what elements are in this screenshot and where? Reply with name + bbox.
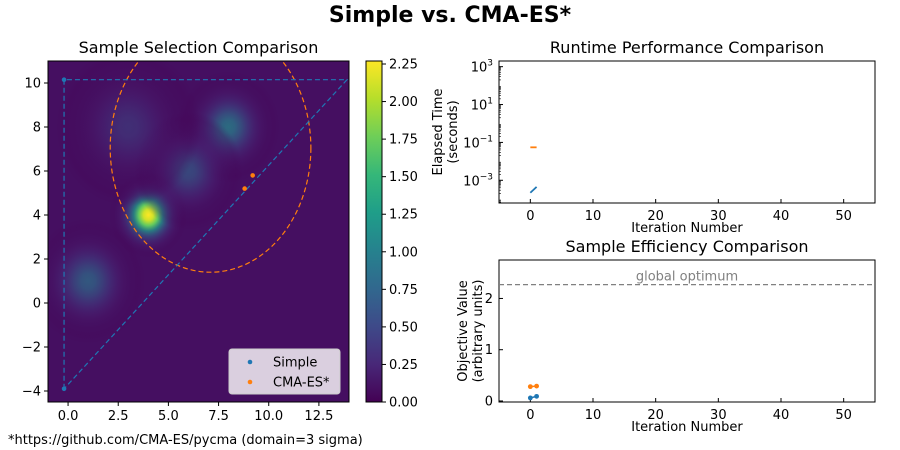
runtime-x-tick-label: 50 (835, 209, 852, 224)
tick-base: 10 (463, 136, 480, 151)
colorbar-tick-label: 1.50 (389, 170, 418, 185)
heatmap-y-tick-label: −2 (22, 341, 41, 356)
figure-title: Simple vs. CMA-ES* (328, 3, 572, 28)
colorbar-tick-label: 1.75 (389, 133, 418, 148)
runtime-title: Runtime Performance Comparison (550, 38, 824, 57)
simple-search-region (63, 79, 349, 391)
tick-exponent: −1 (480, 134, 493, 144)
runtime-x-tick-label: 40 (773, 209, 790, 224)
runtime-simple-line (529, 186, 538, 194)
efficiency-y-label: Objective Value(arbitrary units) (456, 280, 486, 383)
efficiency-frame (498, 259, 876, 403)
legend-marker (247, 379, 253, 385)
heatmap-legend: Simple CMA-ES* (228, 348, 341, 395)
efficiency-x-label: Iteration Number (631, 420, 743, 435)
efficiency-title: Sample Efficiency Comparison (565, 237, 808, 256)
heatmap-x-tick-label: 0.0 (58, 409, 79, 424)
simple-sample-point (61, 386, 67, 392)
legend-box (228, 348, 341, 395)
runtime-x-tick-label: 10 (585, 209, 602, 224)
tick-base: 10 (471, 99, 488, 114)
footnote: *https://github.com/CMA-ES/pycma (domain… (8, 433, 363, 448)
efficiency-cma-point (534, 383, 539, 389)
heatmap-y-tick-label: 10 (24, 77, 41, 92)
tick-base: 10 (471, 61, 488, 76)
heatmap-y-tick-label: 8 (33, 121, 41, 136)
efficiency-y-tick-label: 2 (485, 292, 493, 307)
efficiency-simple-point (534, 393, 539, 399)
runtime-x-tick-label: 0 (526, 209, 534, 224)
runtime-x-tick-label: 30 (710, 209, 727, 224)
colorbar-tick-label: 0.75 (389, 283, 418, 298)
runtime-y-tick-label: 10−1 (463, 134, 493, 151)
cma-search-ellipse (109, 61, 312, 273)
y-label-line: (arbitrary units) (471, 280, 486, 383)
colorbar-tick-label: 1.00 (389, 245, 418, 260)
efficiency-x-tick-label: 50 (835, 408, 852, 423)
global-optimum-label: global optimum (636, 270, 738, 285)
efficiency-x-tick-label: 30 (710, 408, 727, 423)
runtime-y-tick-label: 101 (471, 97, 493, 114)
cma-sample-point (242, 186, 247, 191)
heatmap-y-tick-label: 6 (33, 165, 41, 180)
runtime-x-tick-label: 20 (647, 209, 664, 224)
cma-sample-point (250, 173, 255, 178)
colorbar-tick-label: 2.25 (389, 58, 418, 73)
efficiency-cma-point (527, 384, 533, 390)
colorbar-tick-label: 2.00 (389, 95, 418, 110)
colorbar-tick-label: 0.25 (389, 358, 418, 373)
heatmap-y-tick-label: 0 (33, 297, 41, 312)
legend-label: Simple (273, 356, 317, 371)
y-label-line: (seconds) (446, 100, 461, 163)
colorbar-tick-label: 0.50 (389, 320, 418, 335)
heatmap-x-tick-label: 12.5 (304, 409, 333, 424)
heatmap-y-tick-label: −4 (22, 385, 41, 400)
efficiency-x-tick-label: 40 (773, 408, 790, 423)
colorbar-tick-label: 0.00 (389, 396, 418, 411)
heatmap-frame (47, 60, 350, 403)
heatmap-surface (48, 61, 349, 402)
tick-exponent: 1 (487, 97, 493, 107)
heatmap-x-tick-label: 10.0 (254, 409, 283, 424)
tick-exponent: −3 (480, 172, 493, 182)
heatmap-peak (48, 218, 146, 344)
efficiency-simple-point (527, 395, 533, 401)
heatmap-overlays (61, 61, 349, 392)
legend-label: CMA-ES* (273, 376, 330, 391)
legend-marker (247, 359, 253, 365)
efficiency-y-tick-label: 0 (485, 394, 493, 409)
y-label-line: Elapsed Time (431, 88, 446, 175)
colorbar (365, 60, 383, 403)
runtime-x-label: Iteration Number (631, 221, 743, 236)
heatmap-y-tick-label: 4 (33, 209, 41, 224)
heatmap-x-tick-label: 7.5 (208, 409, 229, 424)
heatmap-peak (56, 61, 201, 207)
runtime-frame (498, 60, 876, 204)
colorbar-tick-label: 1.25 (389, 208, 418, 223)
heatmap-x-tick-label: 5.0 (158, 409, 179, 424)
heatmap-y-tick-label: 2 (33, 253, 41, 268)
efficiency-x-tick-label: 10 (585, 408, 602, 423)
runtime-y-label: Elapsed Time(seconds) (431, 88, 461, 175)
simple-sample-point (61, 77, 67, 82)
heatmap-x-tick-label: 2.5 (108, 409, 129, 424)
y-label-line: Objective Value (456, 280, 471, 381)
tick-base: 10 (463, 174, 480, 189)
efficiency-y-tick-label: 1 (485, 343, 493, 358)
tick-exponent: 3 (487, 59, 493, 69)
runtime-y-tick-label: 10−3 (463, 172, 493, 189)
efficiency-x-tick-label: 20 (647, 408, 664, 423)
heatmap-title: Sample Selection Comparison (79, 38, 319, 57)
runtime-y-tick-label: 103 (471, 59, 493, 76)
efficiency-x-tick-label: 0 (526, 408, 534, 423)
